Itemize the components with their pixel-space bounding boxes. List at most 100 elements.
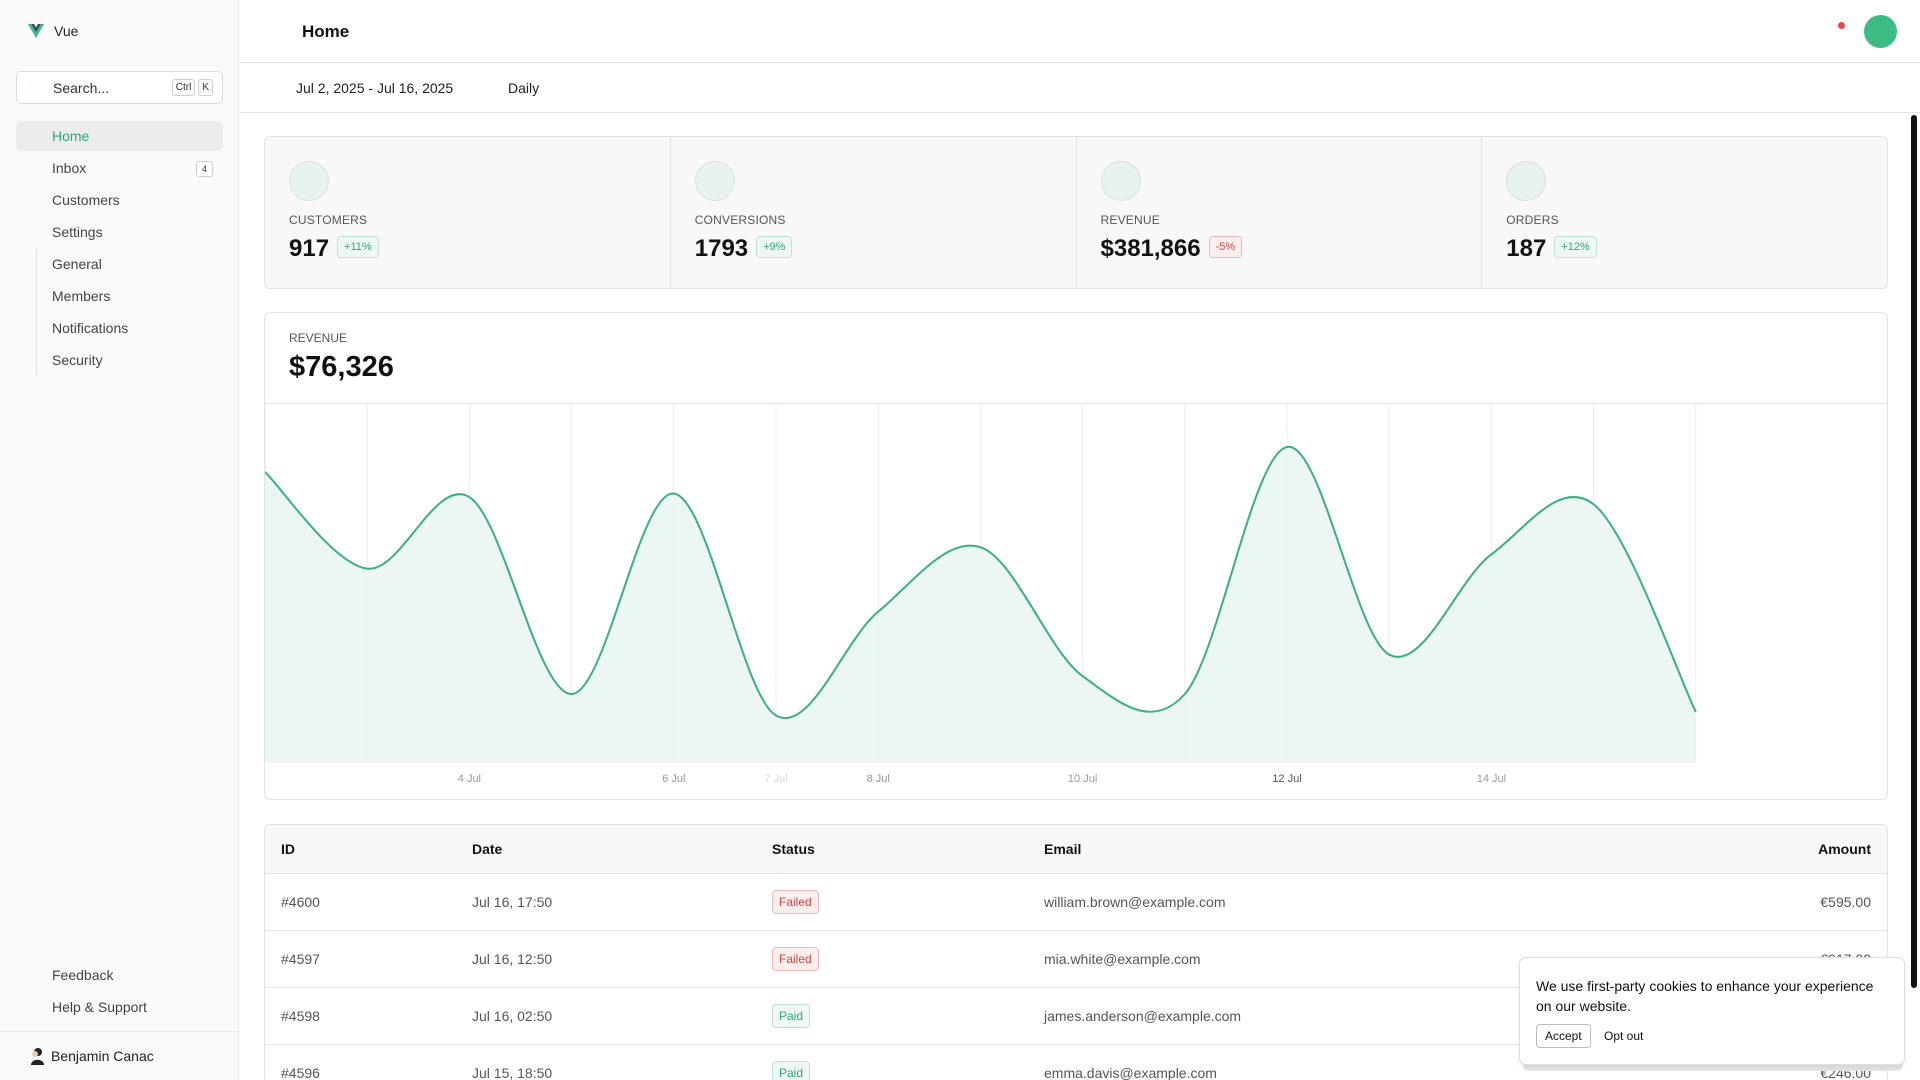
user-avatar <box>31 1048 44 1065</box>
sidebar-item-home[interactable]: Home <box>16 121 223 151</box>
search-icon <box>27 81 39 92</box>
sidebar-item-inbox[interactable]: Inbox 4 <box>16 153 223 183</box>
orders-icon <box>1506 161 1547 201</box>
x-tick-label: 12 Jul <box>1272 773 1301 785</box>
conversions-icon <box>694 161 735 201</box>
page-title: Home <box>302 22 350 41</box>
opt-out-button[interactable]: Opt out <box>1604 1029 1644 1043</box>
stat-label: CUSTOMERS <box>289 213 368 227</box>
user-name: Benjamin Canac <box>51 1048 154 1064</box>
sidebar-item-feedback[interactable]: Feedback <box>16 960 223 990</box>
x-tick-label: 7 Jul <box>764 773 787 785</box>
revenue-chart[interactable]: 4 Jul 6 Jul 7 Jul 8 Jul 10 Jul 12 Jul 14 Jul <box>265 313 1888 800</box>
status-badge: Failed <box>772 890 819 914</box>
sidebar-item-help[interactable]: Help & Support <box>16 992 223 1022</box>
stat-value: 1793 +9% <box>695 235 793 263</box>
stat-label: CONVERSIONS <box>694 213 786 227</box>
cell-date: Jul 16, 02:50 <box>472 1008 553 1024</box>
kbd-ctrl: Ctrl <box>171 79 196 96</box>
sidebar-item-label: Home <box>52 128 90 144</box>
sidebar-item-settings[interactable]: Settings <box>16 217 223 247</box>
stat-number: 187 <box>1506 235 1547 262</box>
cell-email: james.anderson@example.com <box>1044 1008 1242 1024</box>
cell-email: william.brown@example.com <box>1044 894 1226 910</box>
table-row[interactable]: #4597 Jul 16, 12:50 Failed mia.white@exa… <box>265 931 1887 988</box>
x-tick-label: 4 Jul <box>458 773 481 785</box>
sidebar-item-notifications[interactable]: Notifications <box>37 313 223 343</box>
user-menu[interactable]: Benjamin Canac <box>0 1031 238 1080</box>
scrollbar[interactable] <box>1911 115 1917 988</box>
stat-orders[interactable]: ORDERS 187 +12% <box>1482 137 1887 288</box>
table-row[interactable]: #4598 Jul 16, 02:50 Paid james.anderson@… <box>265 988 1887 1045</box>
sidebar-item-general[interactable]: General <box>37 249 223 279</box>
column-header-amount[interactable]: Amount <box>1818 841 1871 857</box>
column-header-date[interactable]: Date <box>472 841 503 857</box>
column-header-id[interactable]: ID <box>281 841 295 857</box>
stat-number: 1793 <box>694 235 749 262</box>
sidebar-item-label: Security <box>52 352 103 368</box>
date-range-picker[interactable]: Jul 2, 2025 - Jul 16, 2025 <box>296 80 454 96</box>
notification-dot[interactable] <box>1838 22 1845 29</box>
revenue-icon <box>1100 161 1141 201</box>
brand[interactable]: Vue <box>28 23 78 39</box>
cell-date: Jul 16, 17:50 <box>472 894 553 910</box>
vue-logo-icon <box>28 24 44 38</box>
inbox-count-badge: 4 <box>196 161 213 177</box>
stat-conversions[interactable]: CONVERSIONS 1793 +9% <box>671 137 1077 288</box>
sidebar-item-customers[interactable]: Customers <box>16 185 223 215</box>
table-row[interactable]: #4600 Jul 16, 17:50 Failed william.brown… <box>265 874 1887 931</box>
stat-value: 917 +11% <box>289 235 379 263</box>
settings-subnav: General Members Notifications Security <box>36 249 223 375</box>
brand-name: Vue <box>54 23 79 39</box>
chart-label: REVENUE <box>289 331 348 345</box>
sidebar-item-label: Inbox <box>52 160 87 176</box>
sidebar-nav: Home Inbox 4 Customers Settings General … <box>16 121 223 377</box>
stat-value: $381,866 -5% <box>1101 235 1243 263</box>
cell-email: emma.davis@example.com <box>1044 1065 1217 1080</box>
column-header-email[interactable]: Email <box>1044 841 1082 857</box>
stat-value: 187 +12% <box>1506 235 1597 263</box>
stat-number: $381,866 <box>1100 235 1201 262</box>
toast-stack-shadow <box>1523 1063 1903 1071</box>
search-input[interactable]: Search... Ctrl K <box>16 71 223 104</box>
column-header-status[interactable]: Status <box>772 841 815 857</box>
toolbar: Jul 2, 2025 - Jul 16, 2025 Daily <box>240 64 1920 113</box>
stat-change-badge: +11% <box>337 235 379 258</box>
cookie-message: We use first-party cookies to enhance yo… <box>1536 978 1874 1014</box>
status-badge: Failed <box>772 947 819 971</box>
sidebar-item-security[interactable]: Security <box>37 345 223 375</box>
table-header: ID Date Status Email Amount <box>265 825 1887 874</box>
stat-change-badge: +9% <box>756 235 793 258</box>
search-placeholder: Search... <box>53 79 110 96</box>
sidebar-item-label: Feedback <box>52 967 114 983</box>
period-select[interactable]: Daily <box>508 80 540 96</box>
sidebar-item-label: Customers <box>52 192 120 208</box>
main-content: CUSTOMERS 917 +11% CONVERSIONS 1793 +9% RE… <box>240 113 1920 1080</box>
status-badge: Paid <box>772 1004 811 1028</box>
stats-grid: CUSTOMERS 917 +11% CONVERSIONS 1793 +9% RE… <box>264 136 1888 289</box>
avatar[interactable] <box>1864 15 1897 48</box>
stat-change-badge: -5% <box>1208 235 1243 258</box>
stat-revenue[interactable]: REVENUE $381,866 -5% <box>1077 137 1483 288</box>
revenue-total: $76,326 <box>289 351 394 383</box>
sidebar-item-label: General <box>52 256 102 272</box>
status-badge: Paid <box>772 1061 811 1080</box>
sidebar-item-label: Settings <box>52 224 103 240</box>
search-shortcut: Ctrl K <box>171 79 216 96</box>
cell-date: Jul 16, 12:50 <box>472 951 553 967</box>
divider <box>265 403 1887 404</box>
stat-change-badge: +12% <box>1554 235 1597 258</box>
x-tick-label: 8 Jul <box>867 773 890 785</box>
customers-icon <box>289 161 329 201</box>
sidebar-item-label: Members <box>52 288 111 304</box>
stat-customers[interactable]: CUSTOMERS 917 +11% <box>265 137 671 288</box>
stat-number: 917 <box>289 235 330 262</box>
sidebar-item-members[interactable]: Members <box>37 281 223 311</box>
revenue-line <box>265 445 1697 719</box>
accept-button[interactable]: Accept <box>1536 1024 1591 1048</box>
cell-amount: €595.00 <box>1820 894 1871 910</box>
cell-id: #4600 <box>281 894 320 910</box>
stat-label: ORDERS <box>1506 213 1559 227</box>
x-tick-label: 10 Jul <box>1068 773 1097 785</box>
cookie-banner: We use first-party cookies to enhance yo… <box>1519 957 1905 1065</box>
